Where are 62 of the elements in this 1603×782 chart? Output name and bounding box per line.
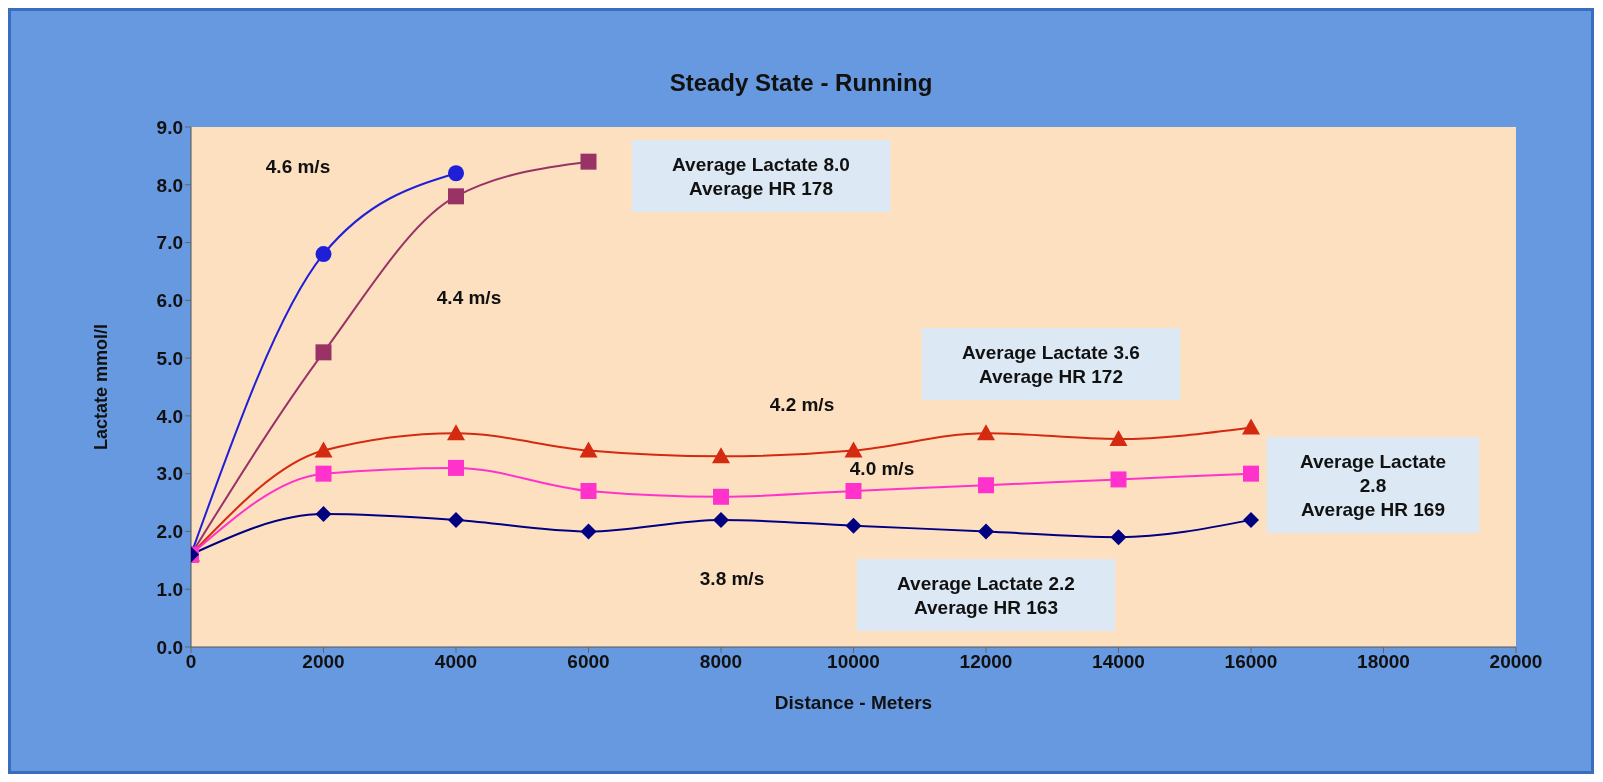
y-tick-label: 2.0 [156,521,183,543]
point [978,477,994,494]
point [448,511,464,528]
point [1109,430,1128,446]
point [448,188,464,205]
y-tick-label: 0.0 [156,636,183,658]
point [315,344,332,361]
point [845,483,862,499]
annotation: Average Lactate 2.8 Average HR 169 [1299,451,1447,520]
point [580,153,597,170]
point [845,517,862,534]
x-tick-label: 8000 [699,651,743,673]
x-tick-label: 12000 [959,651,1013,673]
point [1242,418,1260,435]
y-tick-label: 5.0 [156,347,183,369]
x-tick-label: 0 [185,651,197,673]
x-tick-label: 4000 [434,651,478,673]
annotation: Average Lactate 8.0 Average HR 178 [672,154,850,199]
point [315,246,332,263]
annotation: 4.4 m/s [436,287,502,308]
x-tick-label: 14000 [1092,651,1145,673]
annotation: Average Lactate 2.2 Average HR 163 [897,573,1075,618]
point [713,511,729,528]
y-axis-title: Lactate mmol/l [91,323,112,451]
point [713,488,729,505]
point [447,424,465,441]
y-tick-label: 3.0 [156,463,183,485]
point [1243,465,1259,482]
annotation: 3.8 m/s [699,568,765,589]
point [844,441,863,458]
y-tick-label: 9.0 [156,116,183,138]
point [580,483,597,499]
x-tick-label: 6000 [567,651,610,673]
x-axis-title: Distance - Meters [774,692,933,713]
y-tick-label: 8.0 [156,174,183,196]
x-tick-label: 18000 [1357,651,1410,673]
point [315,506,332,523]
annotation: Average Lactate 3.6 Average HR 172 [962,342,1140,387]
y-tick-label: 1.0 [156,578,183,600]
point [1110,529,1127,546]
point [1110,471,1127,488]
point [1243,511,1259,528]
point [448,165,464,182]
point [314,441,333,458]
point [977,424,995,441]
chart-title: Steady State - Running [668,69,934,97]
x-tick-label: 2000 [302,651,345,673]
y-tick-label: 4.0 [156,405,183,427]
point [580,523,597,540]
point [448,459,464,476]
point [978,523,994,540]
point [579,441,598,458]
y-tick-label: 7.0 [156,232,183,254]
point [712,447,730,464]
x-tick-label: 20000 [1489,651,1543,673]
x-tick-label: 16000 [1224,651,1278,673]
annotation: 4.2 m/s [769,394,835,415]
point [315,465,332,482]
annotation: 4.0 m/s [849,458,915,479]
y-tick-label: 6.0 [156,290,183,312]
x-tick-label: 10000 [827,651,880,673]
annotation: 4.6 m/s [265,156,331,177]
